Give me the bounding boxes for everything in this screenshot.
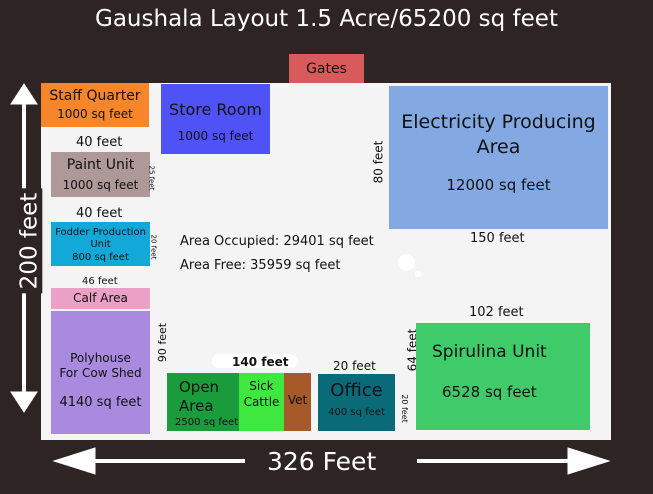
paint-unit-name: Paint Unit <box>66 157 135 173</box>
bubble-decoration <box>415 271 421 277</box>
width-dimension-label: 326 Feet <box>267 447 377 476</box>
office-area: 400 sq feet <box>328 407 385 418</box>
electricity-block: Electricity Producing Area 12000 sq feet <box>389 86 608 229</box>
area-free-text: Area Free: 35959 sq feet <box>180 258 341 273</box>
cloud-decoration <box>212 354 298 368</box>
bubble-decoration <box>398 254 415 271</box>
spirulina-name: Spirulina Unit <box>432 342 547 362</box>
open-area-area: 2500 sq feet <box>175 417 239 428</box>
paint-width-label: 40 feet <box>76 135 123 150</box>
paint-unit-block: Paint Unit 1000 sq feet <box>51 152 150 197</box>
store-room-name: Store Room <box>169 100 262 119</box>
staff-quarter-name: Staff Quarter <box>49 88 141 104</box>
open-area-name: Open Area <box>179 378 220 415</box>
spirulina-block: Spirulina Unit 6528 sq feet <box>416 323 590 430</box>
vet-name: Vet <box>287 393 308 407</box>
fodder-block: Fodder Production Unit 800 sq feet <box>51 222 150 266</box>
fodder-width-label: 40 feet <box>76 206 123 221</box>
calf-area-name: Calf Area <box>73 291 128 305</box>
page-title: Gaushala Layout 1.5 Acre/65200 sq feet <box>95 6 558 32</box>
polyhouse-block: Polyhouse For Cow Shed 4140 sq feet <box>51 311 150 434</box>
store-room-area: 1000 sq feet <box>177 129 254 143</box>
electricity-width-label: 150 feet <box>470 231 525 246</box>
office-name: Office <box>330 380 383 401</box>
area-occupied-text: Area Occupied: 29401 sq feet <box>180 234 374 249</box>
spirulina-width-label: 102 feet <box>469 305 524 320</box>
height-dimension-label: 200 feet <box>16 188 43 294</box>
staff-quarter-area: 1000 sq feet <box>57 107 133 121</box>
calf-width-label: 46 feet <box>82 276 118 287</box>
fodder-area: 800 sq feet <box>72 252 129 263</box>
office-block: Office 400 sq feet <box>318 374 395 431</box>
sick-cattle-block: Sick Cattle <box>239 373 284 431</box>
staff-quarter-block: Staff Quarter 1000 sq feet <box>41 83 149 127</box>
electricity-area: 12000 sq feet <box>446 176 551 194</box>
paint-unit-area: 1000 sq feet <box>62 178 139 192</box>
gates-label: Gates <box>306 60 347 77</box>
calf-area-block: Calf Area <box>51 288 150 309</box>
electricity-name: Electricity Producing Area <box>401 111 596 158</box>
open-area-block: Open Area 2500 sq feet <box>167 373 239 431</box>
gates-block: Gates <box>289 54 364 83</box>
spirulina-area: 6528 sq feet <box>442 383 537 401</box>
store-room-block: Store Room 1000 sq feet <box>161 84 270 154</box>
polyhouse-name: Polyhouse For Cow Shed <box>59 351 142 380</box>
fodder-name: Fodder Production Unit <box>55 227 146 250</box>
office-width-label: 20 feet <box>333 359 376 373</box>
sick-cattle-name: Sick Cattle <box>243 379 280 409</box>
vet-block: Vet <box>284 373 311 431</box>
polyhouse-area: 4140 sq feet <box>59 395 142 410</box>
open-width-label: 140 feet <box>232 355 289 369</box>
